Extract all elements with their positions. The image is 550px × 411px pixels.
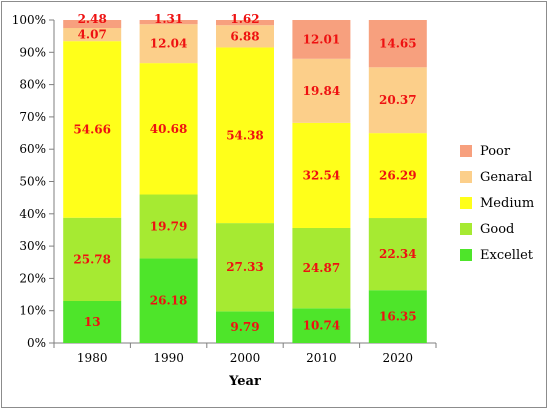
data-label: 1.31: [154, 12, 183, 26]
data-label: 6.88: [230, 29, 259, 43]
y-tick-label: 60%: [19, 142, 46, 156]
y-tick-label: 50%: [19, 175, 46, 189]
bar-segment: [368, 67, 427, 134]
data-label: 40.68: [150, 122, 188, 136]
bar-segment: [139, 194, 198, 259]
bar-segment: [63, 41, 122, 218]
y-tick-label: 40%: [19, 207, 46, 221]
legend-swatch: [460, 223, 472, 235]
data-label: 13: [84, 315, 101, 329]
y-tick-label: 100%: [12, 13, 46, 27]
bar-segment: [216, 25, 274, 48]
data-label: 54.66: [73, 122, 111, 136]
data-label: 10.74: [303, 319, 341, 333]
data-label: 2.48: [78, 12, 107, 26]
data-label: 26.18: [150, 294, 188, 308]
x-tick-label: 2020: [383, 351, 414, 365]
bar-segment: [139, 63, 198, 195]
bar-segment: [292, 308, 351, 343]
bar-segment: [368, 218, 427, 291]
data-label: 25.78: [73, 252, 111, 266]
bar-segment: [63, 301, 122, 343]
bar-segment: [292, 227, 351, 309]
bar-segment: [63, 217, 122, 302]
data-label: 16.35: [379, 310, 417, 324]
data-label: 4.07: [78, 28, 107, 42]
bar-segment: [368, 20, 427, 68]
legend-swatch: [460, 145, 472, 157]
x-tick-label: 2000: [230, 351, 261, 365]
bar-segment: [216, 47, 274, 224]
data-label: 54.38: [226, 128, 264, 142]
bar-segment: [139, 20, 198, 25]
data-label: 26.29: [379, 169, 417, 183]
data-label: 19.84: [303, 84, 341, 98]
bar-segment: [292, 58, 351, 123]
data-label: 1.62: [230, 12, 259, 26]
bar-segment: [216, 20, 274, 26]
legend-swatch: [460, 171, 472, 183]
y-tick-label: 10%: [19, 304, 46, 318]
bar-segment: [368, 133, 427, 219]
bar-segment: [216, 223, 274, 312]
y-tick-label: 80%: [19, 78, 46, 92]
data-label: 22.34: [379, 247, 417, 261]
y-tick-label: 70%: [19, 110, 46, 124]
legend-swatch: [460, 249, 472, 261]
data-label: 27.33: [226, 260, 264, 274]
bar-segment: [216, 311, 274, 343]
legend-label: Poor: [480, 144, 511, 159]
legend-label: Genaral: [480, 170, 532, 185]
data-label: 32.54: [303, 168, 341, 182]
data-label: 12.04: [150, 37, 188, 51]
bar-segment: [368, 290, 427, 343]
x-axis-title: Year: [228, 374, 261, 389]
legend-label: Medium: [480, 196, 534, 211]
data-label: 14.65: [379, 37, 417, 51]
bar-segment: [63, 20, 122, 29]
bar-segment: [292, 122, 351, 228]
bar-segment: [63, 28, 122, 42]
data-label: 19.79: [150, 219, 188, 233]
y-tick-label: 20%: [19, 271, 46, 285]
y-tick-label: 90%: [19, 45, 46, 59]
legend-swatch: [460, 197, 472, 209]
data-label: 12.01: [303, 32, 341, 46]
bar-segment: [139, 24, 198, 64]
y-tick-label: 0%: [27, 336, 46, 350]
y-tick-label: 30%: [19, 239, 46, 253]
bar-segment: [292, 20, 351, 59]
x-tick-label: 1990: [153, 351, 184, 365]
data-label: 24.87: [303, 261, 341, 275]
x-tick-label: 2010: [306, 351, 337, 365]
data-label: 20.37: [379, 93, 417, 107]
x-tick-label: 1980: [77, 351, 108, 365]
data-label: 9.79: [230, 320, 259, 334]
legend-label: Good: [480, 222, 514, 237]
bar-segment: [139, 258, 198, 343]
legend-label: Excellet: [480, 248, 534, 263]
